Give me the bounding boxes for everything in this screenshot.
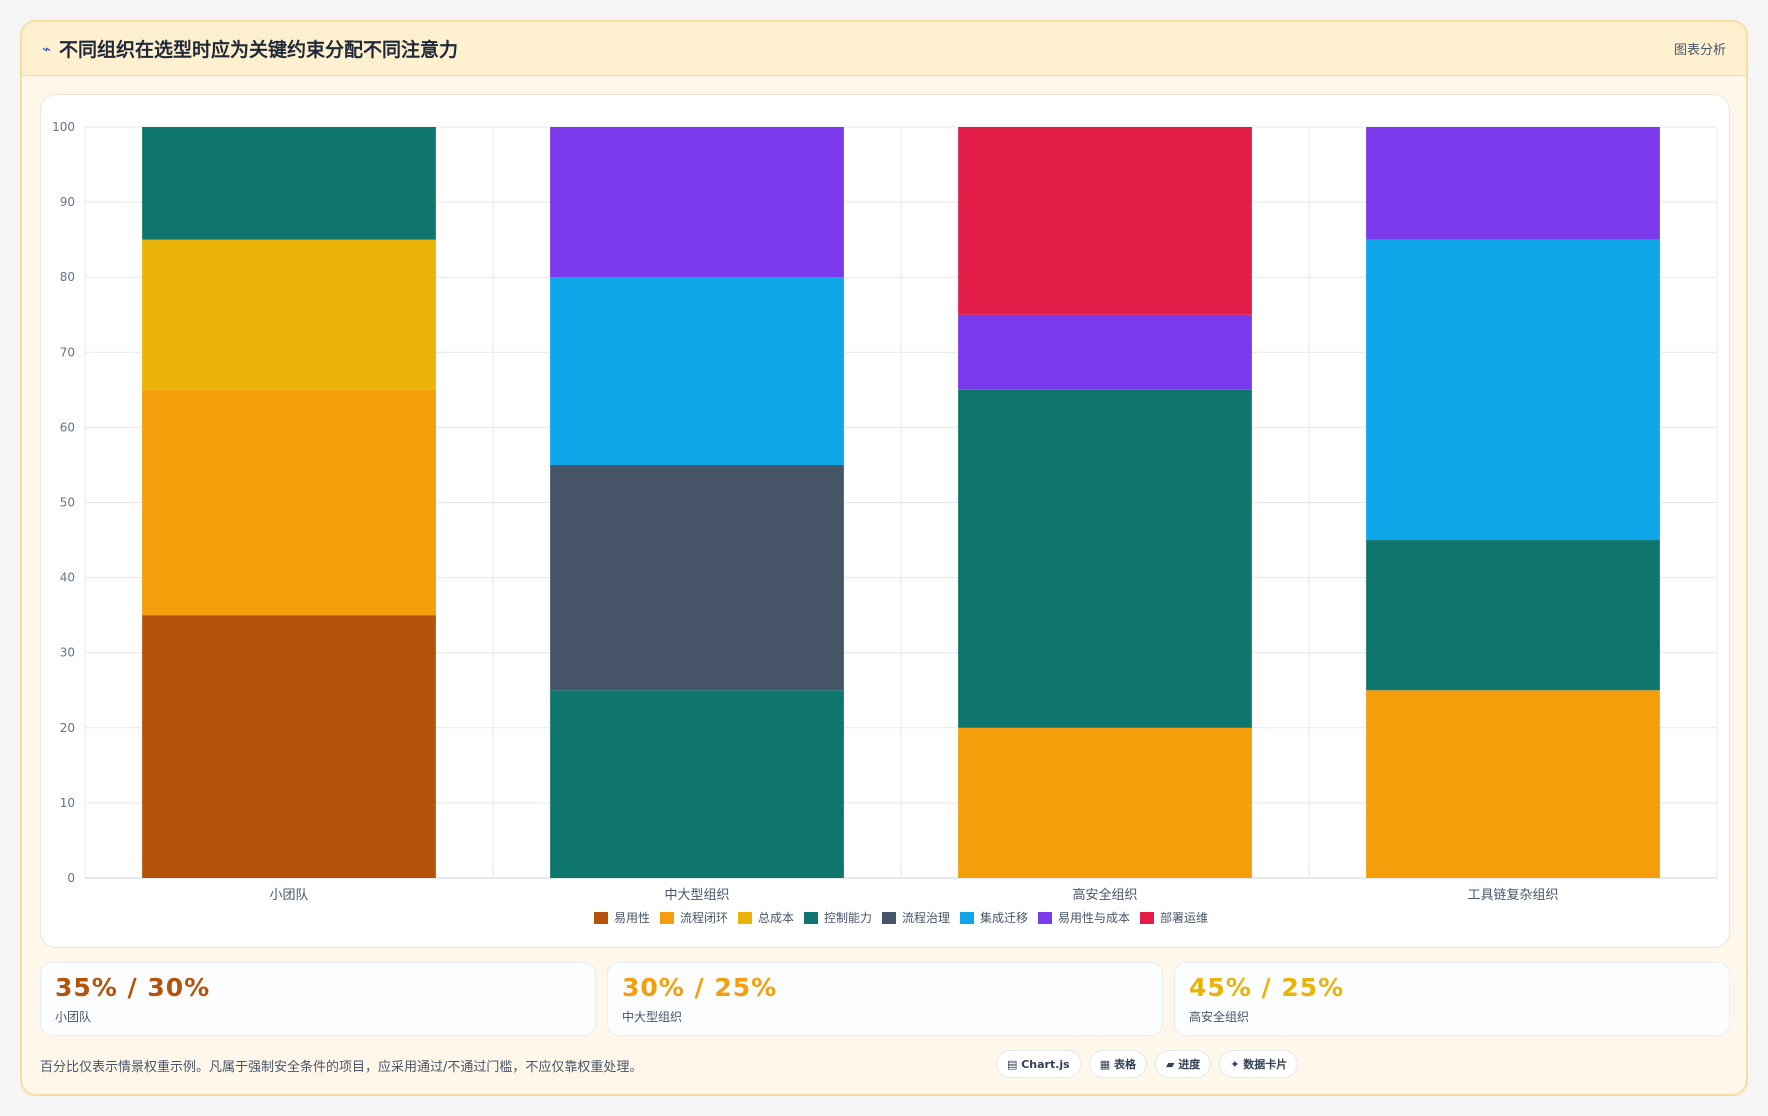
legend-swatch [882, 912, 896, 924]
kpi-label: 中大型组织 [622, 1010, 683, 1024]
header-tag: 图表分析 [1673, 43, 1726, 58]
legend-label: 总成本 [758, 911, 794, 925]
y-tick-label: 40 [60, 571, 75, 585]
footer-note: 百分比仅表示情景权重示例。凡属于强制安全条件的项目，应采用通过/不通过门槛，不应… [40, 1060, 643, 1075]
legend-label: 易用性与成本 [1058, 911, 1130, 925]
bar-segment [958, 727, 1252, 878]
legend-swatch [804, 912, 818, 924]
y-tick-label: 100 [52, 120, 75, 134]
bar-segment [1366, 690, 1660, 878]
kpi-card: 35% / 30% 小团队 [40, 962, 596, 1036]
chart-card: ⌁ 不同组织在选型时应为关键约束分配不同注意力 图表分析 0 10 20 30 40 50… [20, 20, 1748, 1096]
kpi-row: 35% / 30% 小团队 30% / 25% 中大型组织 45% / 25% … [40, 962, 1730, 1036]
bar-segment [550, 464, 844, 691]
legend-swatch [594, 912, 608, 924]
x-tick-label: 小团队 [269, 888, 308, 903]
bar-segment [1366, 239, 1660, 541]
legend-swatch [1140, 912, 1154, 924]
bar-segment [142, 389, 436, 616]
y-tick-label: 80 [60, 270, 75, 284]
chart-container: 0 10 20 30 40 50 60 70 80 90 100 小团队 中大型组织 高安全组织 工具链复杂… [40, 94, 1730, 948]
bar-segment [550, 277, 844, 465]
x-tick-label: 中大型组织 [664, 888, 729, 903]
y-tick-label: 20 [60, 721, 75, 735]
kpi-label: 高安全组织 [1189, 1010, 1250, 1024]
card-title: 不同组织在选型时应为关键约束分配不同注意力 [59, 39, 459, 61]
kpi-value: 30% / 25% [622, 973, 778, 1002]
legend-label: 流程治理 [902, 910, 950, 925]
bar-segment [142, 127, 436, 240]
chip-row: ▤ Chart.js ▦ 表格 ▰ 进度 ✦ 数据卡片 [996, 1050, 1299, 1078]
legend-label: 部署运维 [1160, 910, 1208, 925]
kpi-value: 35% / 30% [55, 973, 211, 1002]
y-tick-label: 60 [60, 420, 75, 434]
y-tick-label: 70 [60, 345, 75, 359]
legend-label: 控制能力 [824, 911, 872, 925]
bar-segment [142, 615, 436, 878]
y-tick-label: 50 [60, 496, 75, 510]
bar-segment [958, 314, 1252, 390]
bar-segment [958, 127, 1252, 315]
legend-label: 集成迁移 [980, 910, 1028, 925]
legend-swatch [1038, 912, 1052, 924]
kpi-card: 30% / 25% 中大型组织 [607, 962, 1163, 1036]
card-footer: 百分比仅表示情景权重示例。凡属于强制安全条件的项目，应采用通过/不通过门槛，不应… [40, 1050, 1730, 1086]
y-tick-label: 90 [60, 195, 75, 209]
bar-segment [1366, 540, 1660, 691]
sparkle-icon: ⌁ [42, 39, 52, 58]
y-tick-label: 10 [60, 796, 75, 810]
stacked-bar-chart: 0 10 20 30 40 50 60 70 80 90 100 小团队 中大型组织 高安全组织 工具链复杂… [52, 120, 1718, 925]
bar-segment [142, 239, 436, 390]
chip-datacard[interactable]: ✦ 数据卡片 [1219, 1050, 1299, 1078]
legend-swatch [738, 912, 752, 924]
card-header: ⌁ 不同组织在选型时应为关键约束分配不同注意力 图表分析 [22, 22, 1746, 76]
legend-swatch [960, 912, 974, 924]
legend-swatch [660, 912, 674, 924]
chip-chartjs[interactable]: ▤ Chart.js [996, 1050, 1081, 1078]
bar-segment [1366, 127, 1660, 240]
kpi-card: 45% / 25% 高安全组织 [1174, 962, 1730, 1036]
y-tick-label: 30 [60, 646, 75, 660]
kpi-value: 45% / 25% [1189, 973, 1345, 1002]
legend-label: 流程闭环 [680, 910, 728, 925]
bar-segment [550, 690, 844, 878]
x-tick-label: 工具链复杂组织 [1467, 888, 1558, 903]
x-tick-label: 高安全组织 [1072, 887, 1137, 903]
kpi-label: 小团队 [55, 1010, 92, 1024]
legend-label: 易用性 [614, 911, 650, 925]
y-tick-label: 0 [67, 871, 75, 885]
bar-segment [550, 127, 844, 278]
chip-progress[interactable]: ▰ 进度 [1154, 1050, 1212, 1078]
chip-table[interactable]: ▦ 表格 [1088, 1050, 1147, 1078]
bar-segment [958, 389, 1252, 728]
